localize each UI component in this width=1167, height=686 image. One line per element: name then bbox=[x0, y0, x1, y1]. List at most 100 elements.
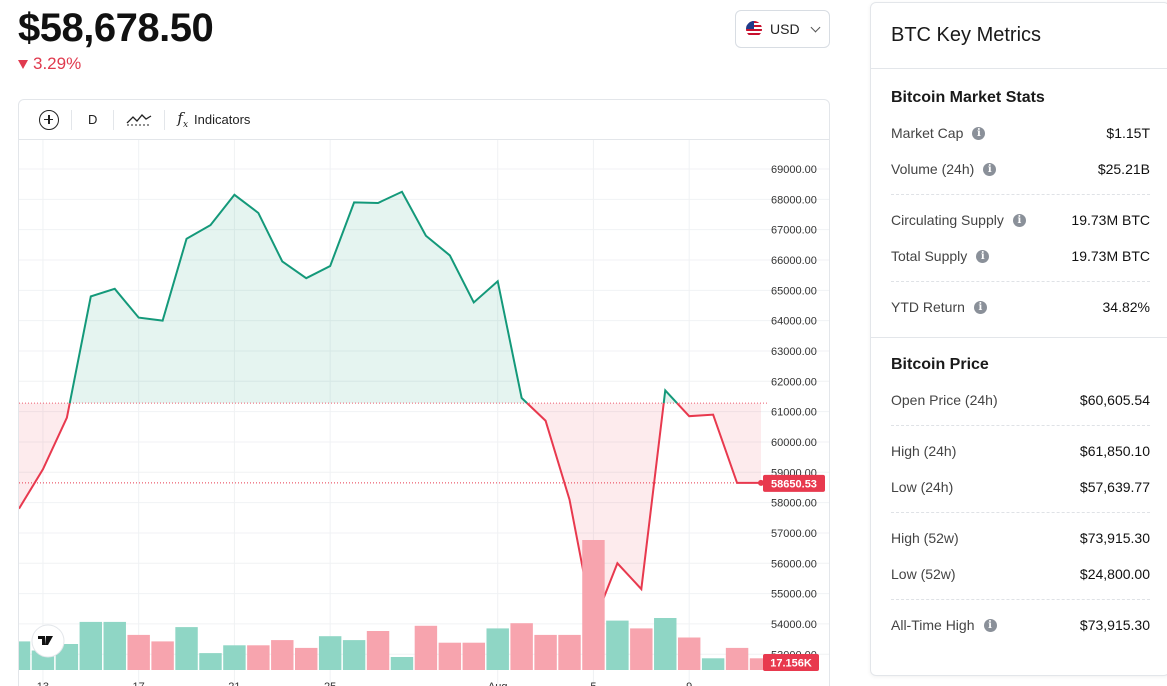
metric-row: Low (52w) $24,800.00 bbox=[871, 556, 1167, 592]
metric-label: Low (24h) bbox=[891, 479, 953, 495]
volume-bar bbox=[654, 618, 677, 670]
toolbar-divider bbox=[71, 109, 72, 130]
price-line-down bbox=[19, 402, 71, 510]
y-tick-label: 66000.00 bbox=[771, 255, 817, 267]
volume-bar bbox=[510, 623, 533, 670]
metric-label-text: Circulating Supply bbox=[891, 212, 1004, 228]
y-tick-label: 65000.00 bbox=[771, 285, 817, 297]
volume-bar bbox=[749, 658, 773, 670]
price-chart[interactable]: 53000.0054000.0055000.0056000.0057000.00… bbox=[19, 140, 830, 686]
metric-row: All-Time High i $73,915.30 bbox=[871, 607, 1167, 643]
x-tick-label: 17 bbox=[133, 681, 145, 686]
metric-row: Open Price (24h) $60,605.54 bbox=[871, 382, 1167, 418]
toolbar-divider bbox=[164, 109, 166, 130]
y-tick-label: 58000.00 bbox=[771, 498, 817, 510]
market-stats-title: Bitcoin Market Stats bbox=[891, 89, 1045, 106]
market-stats-rows: Market Cap i $1.15T Volume (24h) i $25.21B Cir… bbox=[871, 115, 1167, 325]
metric-label: Circulating Supply i bbox=[891, 212, 1026, 228]
metric-value: $25.21B bbox=[1097, 161, 1150, 177]
row-divider bbox=[891, 194, 1150, 195]
market-stats-section: Bitcoin Market Stats Market Cap i $1.15T Vo… bbox=[871, 69, 1167, 325]
volume-bar bbox=[223, 645, 246, 670]
y-tick-label: 64000.00 bbox=[771, 316, 817, 328]
y-tick-label: 57000.00 bbox=[771, 528, 817, 540]
area-fill-down bbox=[677, 403, 761, 483]
area-fill-down bbox=[19, 403, 70, 509]
metric-value: $57,639.77 bbox=[1079, 479, 1150, 495]
x-tick-label: 9 bbox=[686, 681, 692, 686]
last-price-badge bbox=[763, 474, 825, 492]
volume-bar bbox=[606, 620, 629, 670]
volume-bar bbox=[701, 658, 725, 670]
volume-bar bbox=[630, 628, 653, 670]
y-tick-label: 55000.00 bbox=[771, 589, 817, 601]
y-tick-label: 61000.00 bbox=[771, 407, 817, 419]
volume-bar bbox=[366, 631, 390, 670]
info-icon[interactable]: i bbox=[972, 126, 986, 140]
volume-bar bbox=[175, 627, 198, 670]
metric-label: Open Price (24h) bbox=[891, 392, 998, 408]
y-tick-label: 69000.00 bbox=[771, 164, 817, 176]
price-change: 3.29% bbox=[18, 54, 213, 74]
info-icon[interactable]: i bbox=[983, 618, 997, 632]
metric-label: YTD Return i bbox=[891, 299, 987, 315]
metric-row: YTD Return i 34.82% bbox=[871, 289, 1167, 325]
bitcoin-price-title: Bitcoin Price bbox=[891, 356, 989, 373]
volume-bar bbox=[677, 637, 701, 670]
metric-label: High (52w) bbox=[891, 530, 959, 546]
volume-bar bbox=[534, 634, 557, 670]
interval-button[interactable]: D bbox=[72, 100, 113, 139]
current-price: $58,678.50 bbox=[18, 6, 214, 50]
y-tick-label: 63000.00 bbox=[771, 346, 817, 358]
price-change-value: 3.29% bbox=[33, 54, 82, 73]
currency-selector[interactable]: USD bbox=[735, 10, 830, 48]
metrics-title: BTC Key Metrics bbox=[871, 3, 1167, 69]
metric-label-text: Low (24h) bbox=[891, 479, 954, 495]
down-triangle-icon bbox=[18, 59, 28, 69]
y-tick-label: 68000.00 bbox=[771, 194, 817, 206]
last-volume-badge bbox=[763, 654, 819, 671]
indicators-button[interactable]: fx Indicators bbox=[165, 100, 262, 139]
bitcoin-price-rows: Open Price (24h) $60,605.54 High (24h) $61,… bbox=[871, 382, 1167, 643]
y-tick-label: 67000.00 bbox=[771, 225, 817, 237]
price-line-up bbox=[68, 190, 528, 404]
add-symbol-button[interactable] bbox=[27, 100, 71, 139]
volume-bar bbox=[390, 657, 414, 670]
info-icon[interactable]: i bbox=[973, 300, 987, 314]
info-icon[interactable]: i bbox=[976, 249, 990, 263]
metric-label: High (24h) bbox=[891, 443, 956, 459]
volume-bar bbox=[127, 634, 150, 670]
last-price-dot bbox=[758, 479, 764, 486]
indicators-label: Indicators bbox=[194, 112, 251, 127]
volume-bar bbox=[486, 628, 509, 670]
metric-label: Volume (24h) i bbox=[891, 161, 997, 177]
volume-bar bbox=[558, 634, 581, 670]
toolbar-divider bbox=[113, 109, 115, 130]
metric-label-text: Market Cap bbox=[891, 125, 964, 141]
bitcoin-price-section: Bitcoin Price Open Price (24h) $60,605.54… bbox=[871, 338, 1167, 643]
interval-label: D bbox=[88, 112, 98, 127]
add-circle-icon bbox=[39, 109, 59, 130]
x-tick-label: Aug bbox=[488, 681, 508, 686]
volume-bar bbox=[462, 642, 485, 670]
volume-bar bbox=[151, 641, 174, 670]
metric-value: 19.73M BTC bbox=[1071, 248, 1150, 264]
metric-row: Low (24h) $57,639.77 bbox=[871, 469, 1167, 505]
metric-label: Market Cap i bbox=[891, 125, 986, 141]
us-flag-icon bbox=[746, 21, 762, 37]
metric-row: High (52w) $73,915.30 bbox=[871, 520, 1167, 556]
chart-style-button[interactable] bbox=[114, 100, 164, 139]
metric-row: Circulating Supply i 19.73M BTC bbox=[871, 202, 1167, 238]
metric-label-text: YTD Return bbox=[891, 299, 965, 315]
volume-bar bbox=[247, 645, 270, 670]
row-divider bbox=[891, 512, 1150, 513]
area-fill-down bbox=[527, 403, 664, 624]
metric-label-text: High (52w) bbox=[891, 530, 959, 546]
x-tick-label: 13 bbox=[37, 681, 49, 686]
metric-label-text: Low (52w) bbox=[891, 566, 956, 582]
info-icon[interactable]: i bbox=[1012, 213, 1026, 227]
chevron-down-icon bbox=[810, 22, 821, 32]
price-header: $58,678.50 3.29% bbox=[18, 6, 214, 74]
volume-bar bbox=[318, 636, 342, 670]
info-icon[interactable]: i bbox=[983, 162, 997, 176]
